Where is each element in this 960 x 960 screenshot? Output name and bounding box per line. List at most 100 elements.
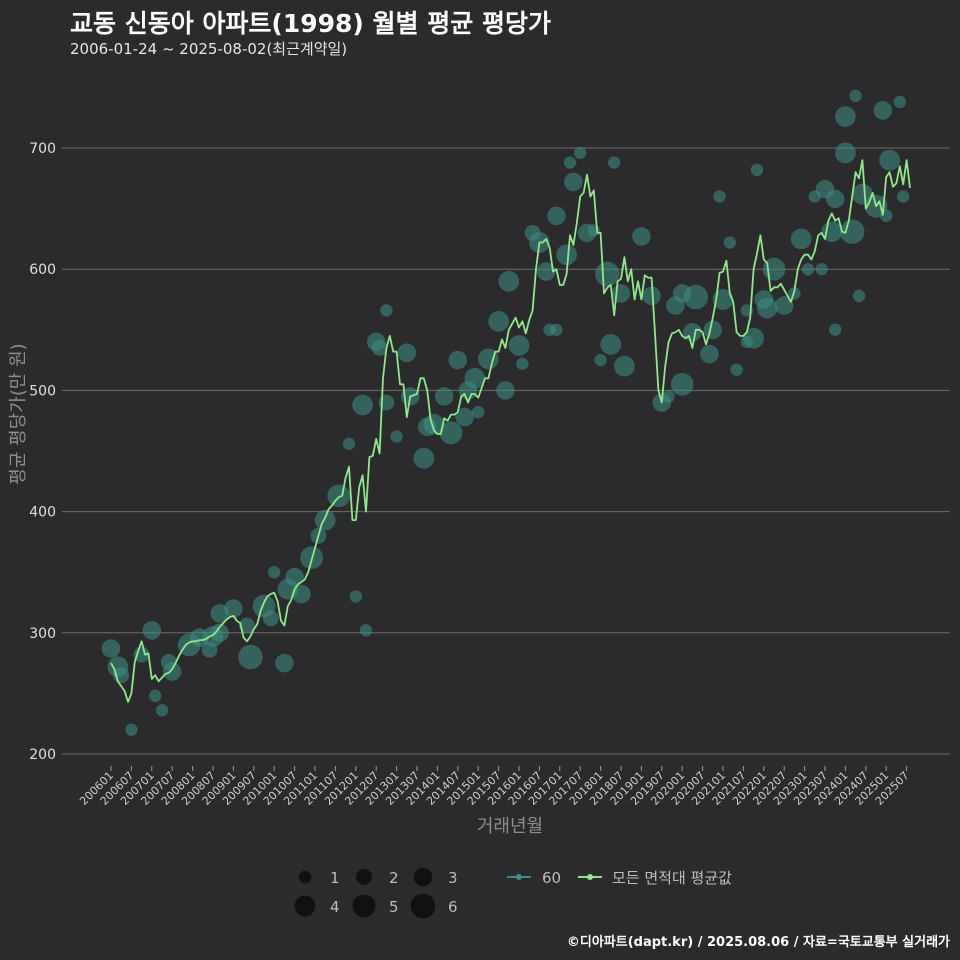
size-legend-dot xyxy=(352,894,376,918)
scatter-point xyxy=(611,284,631,303)
scatter-point xyxy=(547,206,566,226)
size-legend-dot xyxy=(298,870,312,884)
scatter-point xyxy=(594,353,607,367)
scatter-point xyxy=(536,262,556,281)
scatter-point xyxy=(349,590,362,603)
scatter-point xyxy=(815,263,828,276)
scatter-point xyxy=(712,289,734,310)
scatter-point xyxy=(125,723,138,736)
scatter-point xyxy=(683,284,709,310)
scatter-point xyxy=(285,567,304,587)
scatter-point xyxy=(210,623,230,643)
scatter-point xyxy=(595,261,620,287)
scatter-point xyxy=(327,484,351,508)
scatter-point xyxy=(587,224,600,237)
scatter-point xyxy=(556,244,577,266)
scatter-point xyxy=(563,156,577,169)
scatter-point xyxy=(359,624,373,637)
y-tick-label: 500 xyxy=(29,383,56,399)
size-legend-dot xyxy=(356,869,372,885)
scatter-point xyxy=(723,236,736,249)
scatter-point xyxy=(397,343,417,363)
scatter-point xyxy=(849,89,862,103)
size-legend-dot xyxy=(294,895,316,917)
scatter-point xyxy=(897,190,910,203)
scatter-point xyxy=(839,219,865,244)
scatter-point xyxy=(413,447,435,469)
y-tick-label: 200 xyxy=(29,747,56,763)
scatter-point xyxy=(756,297,778,319)
gridlines xyxy=(62,147,950,755)
scatter-point xyxy=(774,296,794,315)
scatter-point xyxy=(478,348,499,370)
scatter-point xyxy=(574,146,587,160)
legend-label-average: 모든 면적대 평균값 xyxy=(612,869,732,887)
scatter-point xyxy=(314,509,336,531)
scatter-point xyxy=(380,304,393,317)
scatter-point xyxy=(750,163,764,177)
scatter-point xyxy=(488,310,509,332)
scatter-point xyxy=(879,149,900,171)
y-tick-label: 600 xyxy=(29,262,56,278)
scatter-point xyxy=(160,653,177,670)
scatter-point xyxy=(268,566,281,579)
scatter-point xyxy=(564,172,583,192)
scatter-point xyxy=(700,344,719,364)
size-legend-label: 4 xyxy=(330,898,340,916)
size-legend-label: 2 xyxy=(389,869,399,887)
chart-subtitle: 2006-01-24 ~ 2025-08-02(최근계약일) xyxy=(70,40,348,58)
scatter-point xyxy=(893,95,906,109)
size-legend-label: 1 xyxy=(330,869,340,887)
scatter-point xyxy=(352,394,373,416)
size-legend-dot xyxy=(413,867,433,887)
y-axis-label: 평균 평당가(만 원) xyxy=(8,343,29,484)
scatter-point xyxy=(632,227,651,246)
scatter-point xyxy=(224,599,243,618)
scatter-point xyxy=(873,101,893,120)
legend: 1 2 3 4 5 6 60 모든 면적대 평균값 xyxy=(294,867,732,919)
scatter-point xyxy=(730,363,743,376)
scatter-point xyxy=(790,228,812,250)
size-legend-label: 6 xyxy=(448,898,458,916)
scatter-point xyxy=(238,644,263,670)
scatter-point xyxy=(455,407,474,427)
average-line xyxy=(110,159,911,703)
y-axis-ticks: 200 300 400 500 600 700 xyxy=(29,141,56,763)
legend-label-60: 60 xyxy=(542,869,561,887)
scatter-point xyxy=(342,437,356,450)
scatter-point xyxy=(292,584,311,604)
legend-marker-60 xyxy=(516,874,522,880)
scatter-point xyxy=(275,653,294,673)
scatter-point xyxy=(550,323,563,336)
footer-credit: ©디아파트(dapt.kr) / 2025.08.06 / 자료=국토교통부 실… xyxy=(566,935,950,950)
scatter-point xyxy=(835,106,856,127)
scatter-point xyxy=(608,156,621,169)
scatter-point xyxy=(829,323,842,336)
scatter-point xyxy=(464,367,486,389)
scatter-point xyxy=(149,689,162,703)
scatter-point xyxy=(371,340,388,356)
x-axis-label: 거래년월 xyxy=(477,816,543,837)
size-legend-label: 3 xyxy=(448,869,458,887)
scatter-point xyxy=(801,263,815,276)
scatter-point xyxy=(496,381,515,400)
y-tick-label: 400 xyxy=(29,505,56,521)
scatter-point xyxy=(852,289,866,303)
line-series-average xyxy=(110,159,911,703)
scatter-point xyxy=(448,350,468,370)
scatter-point xyxy=(239,617,255,634)
scatter-point xyxy=(516,357,529,370)
scatter-point xyxy=(835,142,856,164)
scatter-point xyxy=(498,270,520,292)
scatter-point xyxy=(439,421,463,445)
y-tick-label: 700 xyxy=(29,141,56,157)
scatter-point xyxy=(713,190,726,203)
scatter-point xyxy=(262,610,279,627)
scatter-point xyxy=(142,621,162,640)
scatter-point xyxy=(825,189,845,209)
scatter-series-60 xyxy=(101,89,910,736)
scatter-point xyxy=(101,639,121,658)
scatter-point xyxy=(423,413,445,435)
scatter-point xyxy=(670,372,694,396)
